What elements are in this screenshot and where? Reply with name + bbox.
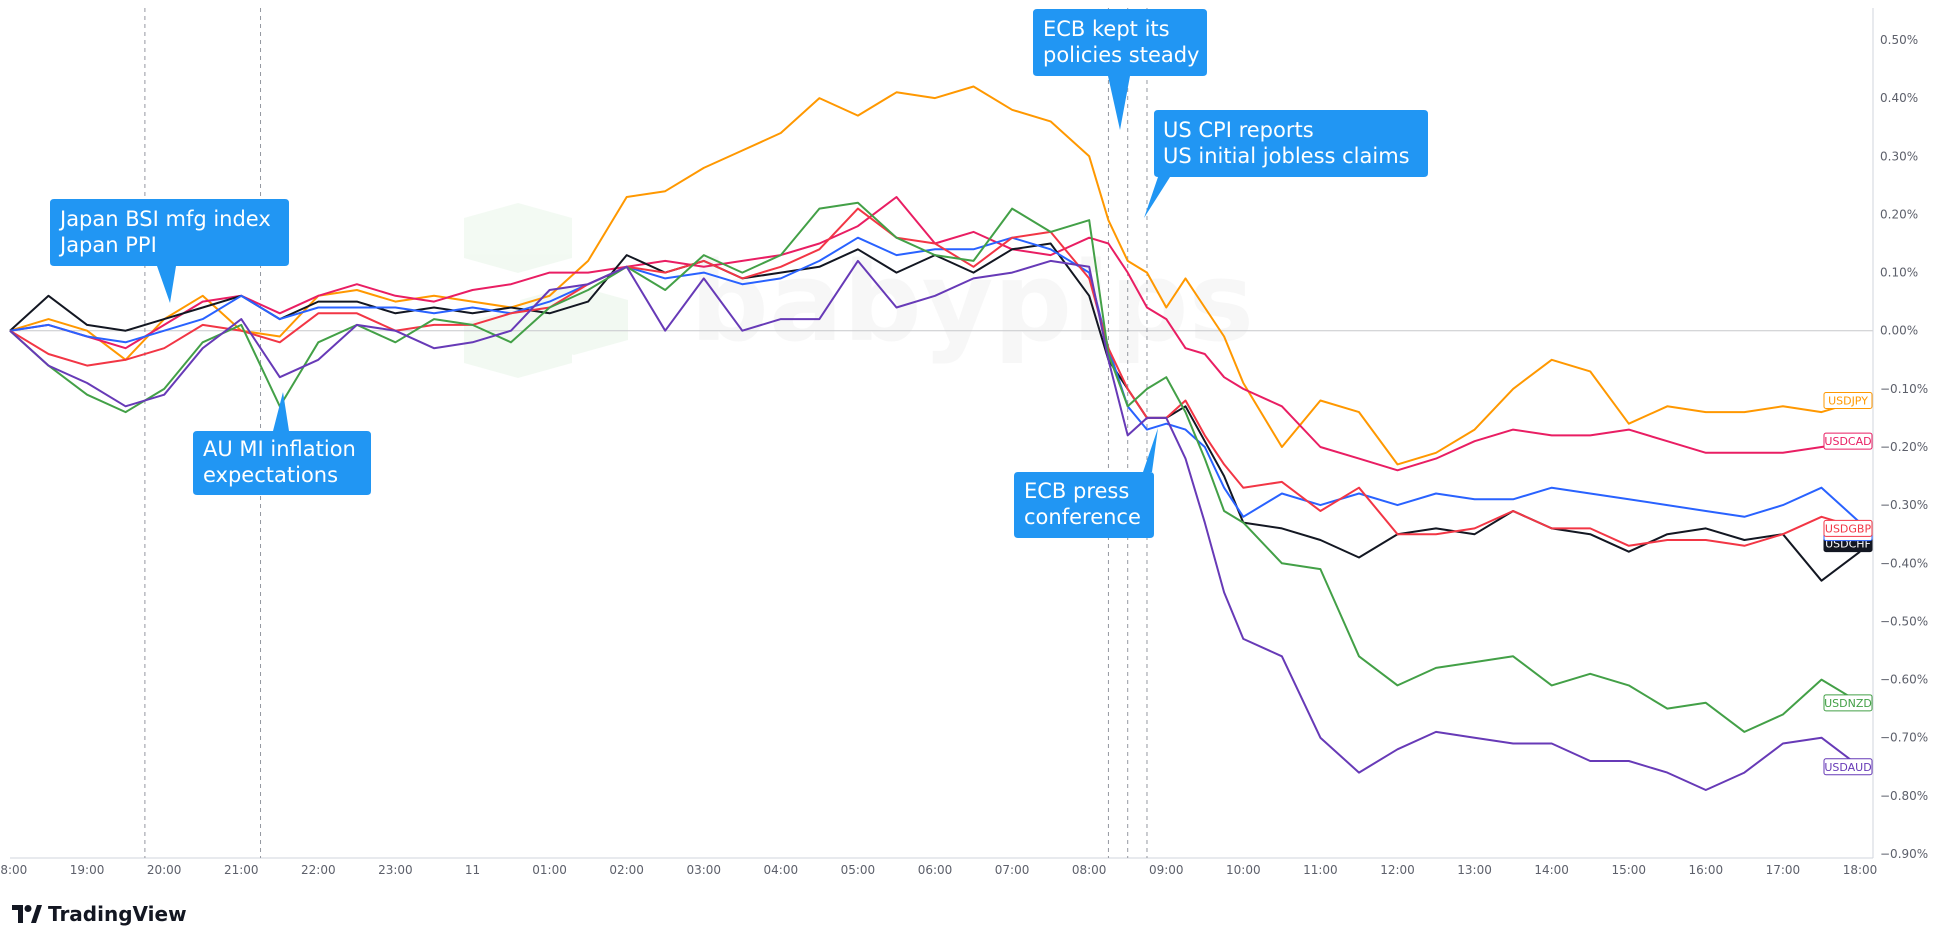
- x-tick-label: 22:00: [301, 863, 336, 877]
- annotation-au: AU MI inflation expectations: [193, 392, 371, 495]
- x-tick-label: 13:00: [1457, 863, 1492, 877]
- x-tick-label: 18:00: [0, 863, 27, 877]
- series-line-usdaud: [9, 259, 1861, 791]
- x-tick-label: 20:00: [147, 863, 182, 877]
- annotation-japan-line1: Japan BSI mfg index: [58, 207, 271, 231]
- y-axis: 0.50% 0.40% 0.30% 0.20% 0.10% 0.00% −0.10% −0.2…: [1880, 33, 1928, 861]
- end-label-usdcad: USDCAD: [1823, 432, 1873, 450]
- x-tick-label: 04:00: [764, 863, 799, 877]
- series-line-usdgbp: [9, 207, 1861, 547]
- x-tick-label: 09:00: [1149, 863, 1184, 877]
- annotation-au-line2: expectations: [203, 463, 338, 487]
- x-tick-label: 03:00: [686, 863, 721, 877]
- x-tick-label: 12:00: [1380, 863, 1415, 877]
- y-tick-label: 0.50%: [1880, 33, 1918, 47]
- series-lines: [9, 85, 1861, 791]
- x-tick-label: 01:00: [532, 863, 567, 877]
- series-line-usdnzd: [9, 201, 1861, 733]
- annotation-ecb-steady-line2: policies steady: [1043, 43, 1200, 67]
- tradingview-logo-icon: [12, 905, 42, 923]
- y-tick-label: −0.30%: [1880, 498, 1928, 512]
- x-tick-label: 17:00: [1766, 863, 1801, 877]
- x-tick-label: 15:00: [1611, 863, 1646, 877]
- x-tick-label: 11: [465, 863, 480, 877]
- tradingview-logo: TradingView: [12, 902, 187, 926]
- y-tick-label: 0.40%: [1880, 91, 1918, 105]
- end-label-usdaud: USDAUD: [1823, 758, 1873, 776]
- end-label-text: USDGBP: [1825, 522, 1872, 535]
- end-label-text: USDAUD: [1824, 761, 1871, 774]
- end-labels: USDJPYUSDCADUSDCHFUSDEURUSDGBPUSDNZDUSDA…: [1823, 391, 1873, 776]
- end-label-text: USDNZD: [1824, 697, 1872, 710]
- end-label-usdjpy: USDJPY: [1823, 391, 1873, 409]
- annotation-ecb-steady: ECB kept its policies steady: [1033, 9, 1207, 130]
- annotation-japan: Japan BSI mfg index Japan PPI: [50, 199, 289, 303]
- y-tick-label: 0.20%: [1880, 207, 1918, 221]
- x-tick-label: 06:00: [918, 863, 953, 877]
- x-tick-label: 08:00: [1072, 863, 1107, 877]
- y-tick-label: 0.10%: [1880, 266, 1918, 280]
- watermark-text: babypips: [690, 238, 1254, 366]
- y-tick-label: −0.50%: [1880, 614, 1928, 628]
- end-label-usdnzd: USDNZD: [1823, 694, 1873, 712]
- end-label-text: USDJPY: [1828, 394, 1868, 407]
- watermark: babypips: [464, 203, 1254, 378]
- annotation-us-cpi-line1: US CPI reports: [1163, 118, 1314, 142]
- x-axis: 18:00 19:00 20:00 21:00 22:00 23:00 11 01:00 02:…: [0, 863, 1877, 877]
- annotation-au-line1: AU MI inflation: [203, 437, 356, 461]
- y-tick-label: 0.00%: [1880, 324, 1918, 338]
- y-tick-label: −0.60%: [1880, 673, 1928, 687]
- x-tick-label: 16:00: [1689, 863, 1724, 877]
- x-tick-label: 07:00: [995, 863, 1030, 877]
- y-tick-label: 0.30%: [1880, 149, 1918, 163]
- annotation-ecb-press: ECB press conference: [1014, 428, 1158, 538]
- y-tick-label: −0.80%: [1880, 789, 1928, 803]
- x-tick-label: 14:00: [1534, 863, 1569, 877]
- y-tick-label: −0.10%: [1880, 382, 1928, 396]
- y-tick-label: −0.70%: [1880, 731, 1928, 745]
- x-tick-label: 10:00: [1226, 863, 1261, 877]
- x-tick-label: 11:00: [1303, 863, 1338, 877]
- brand-name: TradingView: [48, 902, 187, 926]
- annotation-ecb-press-line1: ECB press: [1024, 479, 1129, 503]
- annotation-ecb-press-line2: conference: [1024, 505, 1141, 529]
- x-tick-label: 18:00: [1843, 863, 1878, 877]
- annotation-japan-line2: Japan PPI: [58, 233, 157, 257]
- y-tick-label: −0.40%: [1880, 556, 1928, 570]
- annotation-us-cpi-line2: US initial jobless claims: [1163, 144, 1410, 168]
- end-label-text: USDCAD: [1824, 435, 1871, 448]
- x-tick-label: 23:00: [378, 863, 413, 877]
- end-label-usdgbp: USDGBP: [1823, 519, 1873, 537]
- x-tick-label: 21:00: [224, 863, 259, 877]
- annotation-ecb-steady-line1: ECB kept its: [1043, 17, 1170, 41]
- x-tick-label: 05:00: [841, 863, 876, 877]
- x-tick-label: 19:00: [70, 863, 105, 877]
- annotation-us-cpi: US CPI reports US initial jobless claims: [1144, 110, 1428, 218]
- x-tick-label: 02:00: [609, 863, 644, 877]
- y-tick-label: −0.90%: [1880, 847, 1928, 861]
- annotations: Japan BSI mfg index Japan PPI AU MI infl…: [50, 9, 1428, 538]
- y-tick-label: −0.20%: [1880, 440, 1928, 454]
- series-line-usdjpy: [9, 85, 1861, 466]
